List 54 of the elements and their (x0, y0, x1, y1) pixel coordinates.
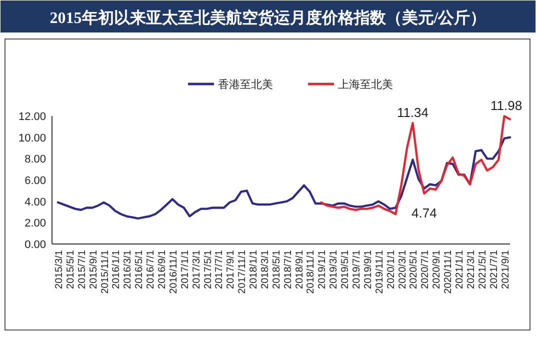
x-tick-label: 2015/5/1 (65, 250, 76, 289)
x-tick-label: 2017/7/1 (214, 250, 226, 289)
x-tick-label: 2017/5/1 (202, 250, 214, 289)
x-tick-label: 2017/1/1 (180, 250, 191, 289)
x-tick-label: 2021/7/1 (488, 250, 500, 289)
x-tick-label: 2017/3/1 (191, 250, 202, 289)
x-tick-label: 2018/9/1 (294, 250, 306, 289)
x-tick-label: 2019/9/1 (362, 250, 374, 289)
y-tick-label: 10.00 (18, 132, 46, 144)
y-tick-label: 2.00 (24, 218, 46, 230)
x-tick-label: 2021/3/1 (466, 250, 477, 289)
legend-label: 香港至北美 (218, 78, 273, 91)
x-tick-label: 2020/1/1 (386, 250, 397, 289)
x-tick-label: 2015/9/1 (88, 250, 100, 289)
y-tick-label: 6.00 (24, 175, 46, 187)
x-tick-label: 2020/7/1 (420, 250, 432, 289)
x-tick-label: 2018/7/1 (282, 250, 294, 289)
x-tick-label: 2016/11/1 (168, 250, 180, 294)
x-tick-label: 2016/5/1 (134, 250, 146, 289)
x-tick-label: 2020/11/1 (443, 250, 454, 294)
y-tick-label: 4.00 (24, 196, 46, 208)
x-tick-label: 2018/11/1 (306, 250, 317, 294)
x-tick-label: 2019/3/1 (328, 250, 340, 289)
x-tick-label: 2021/9/1 (500, 250, 512, 289)
x-tick-label: 2016/7/1 (146, 250, 157, 289)
y-tick-label: 12.00 (18, 111, 46, 123)
x-tick-label: 2021/1/1 (454, 250, 466, 289)
y-tick-label: 8.00 (24, 154, 46, 166)
x-tick-label: 2019/5/1 (340, 250, 352, 289)
annotation: 4.74 (412, 205, 437, 220)
annotation: 11.34 (396, 105, 429, 120)
chart-title: 2015年初以来亚太至北美航空货运月度价格指数（美元/公斤） (50, 8, 486, 27)
x-tick-label: 2018/3/1 (260, 250, 271, 289)
x-tick-label: 2015/7/1 (76, 250, 88, 289)
x-tick-label: 2018/1/1 (248, 250, 260, 289)
x-tick-label: 2019/7/1 (352, 250, 363, 289)
x-tick-label: 2016/1/1 (111, 250, 122, 289)
x-tick-label: 2020/5/1 (408, 250, 420, 289)
legend-label: 上海至北美 (338, 78, 393, 91)
x-tick-label: 2016/3/1 (122, 250, 134, 289)
x-tick-label: 2020/3/1 (397, 250, 408, 289)
annotation: 11.98 (490, 98, 522, 114)
y-tick-label: 0.00 (24, 239, 46, 251)
x-tick-label: 2020/9/1 (432, 250, 443, 289)
x-tick-label: 2017/11/1 (237, 250, 248, 294)
x-tick-label: 2017/9/1 (226, 250, 237, 289)
x-tick-label: 2021/5/1 (477, 250, 488, 289)
x-tick-label: 2015/11/1 (100, 250, 111, 294)
x-tick-label: 2019/11/1 (374, 250, 386, 294)
x-tick-label: 2018/5/1 (271, 250, 282, 289)
x-tick-label: 2016/9/1 (156, 250, 168, 289)
x-tick-label: 2019/1/1 (317, 250, 328, 289)
x-tick-label: 2015/3/1 (54, 250, 65, 289)
line-series (56, 136, 512, 220)
